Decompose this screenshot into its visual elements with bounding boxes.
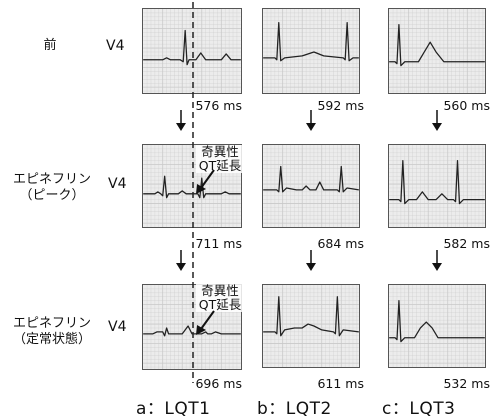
ecg-panel-lqt3-peak bbox=[388, 144, 486, 228]
down-arrow-icon bbox=[432, 110, 442, 131]
column-caption-lqt2: b：LQT2 bbox=[257, 399, 332, 419]
qt-interval-lqt1-steady: 696 ms bbox=[195, 376, 242, 391]
paradoxical-qt-prolongation-label: 奇異性 QT延長 bbox=[196, 284, 244, 312]
ecg-panel-lqt1-before bbox=[142, 8, 242, 94]
qt-interval-lqt2-peak: 684 ms bbox=[317, 236, 364, 251]
down-arrow-icon bbox=[432, 250, 442, 271]
qt-interval-lqt1-before: 576 ms bbox=[195, 98, 242, 113]
row-label-line: （定常状態） bbox=[12, 332, 91, 347]
down-arrow-icon bbox=[176, 110, 186, 131]
qt-interval-lqt2-before: 592 ms bbox=[317, 98, 364, 113]
column-caption-lqt3: c：LQT3 bbox=[382, 399, 456, 419]
qt-interval-lqt1-peak: 711 ms bbox=[195, 236, 242, 251]
ecg-panel-lqt2-steady bbox=[262, 284, 360, 368]
row-label-epi-steady: エピネフリン （定常状態） bbox=[0, 316, 104, 348]
annotation-line: QT延長 bbox=[198, 158, 242, 173]
row-label-line: 前 bbox=[43, 38, 57, 53]
row-label-line: エピネフリン bbox=[12, 172, 91, 187]
down-arrow-icon bbox=[176, 250, 186, 271]
row-label-line: （ピーク） bbox=[19, 188, 85, 203]
annotation-line: QT延長 bbox=[198, 297, 242, 312]
qt-interval-lqt3-steady: 532 ms bbox=[443, 376, 490, 391]
row-label-epi-peak: エピネフリン （ピーク） bbox=[0, 172, 104, 204]
down-arrow-icon bbox=[306, 110, 316, 131]
qt-reference-dashed-line bbox=[192, 2, 194, 383]
lead-label: V4 bbox=[108, 319, 127, 335]
qt-interval-lqt3-before: 560 ms bbox=[443, 98, 490, 113]
row-label-line: エピネフリン bbox=[12, 316, 91, 331]
ecg-panel-lqt3-before bbox=[388, 8, 486, 94]
annotation-pointer-arrow bbox=[196, 310, 215, 335]
down-arrow-icon bbox=[306, 250, 316, 271]
paradoxical-qt-prolongation-label: 奇異性 QT延長 bbox=[196, 145, 244, 173]
ecg-panel-lqt2-before bbox=[262, 8, 360, 94]
annotation-line: 奇異性 bbox=[201, 144, 239, 159]
lead-label: V4 bbox=[108, 176, 127, 192]
annotation-line: 奇異性 bbox=[201, 283, 239, 298]
ecg-panel-lqt2-peak bbox=[262, 144, 360, 228]
qt-interval-lqt3-peak: 582 ms bbox=[443, 236, 490, 251]
row-label-before: 前 bbox=[20, 38, 80, 54]
ecg-panel-lqt3-steady bbox=[388, 284, 486, 368]
column-caption-lqt1: a：LQT1 bbox=[136, 399, 211, 419]
lead-label: V4 bbox=[106, 38, 125, 54]
annotation-pointer-arrow bbox=[196, 169, 215, 194]
qt-interval-lqt2-steady: 611 ms bbox=[317, 376, 364, 391]
